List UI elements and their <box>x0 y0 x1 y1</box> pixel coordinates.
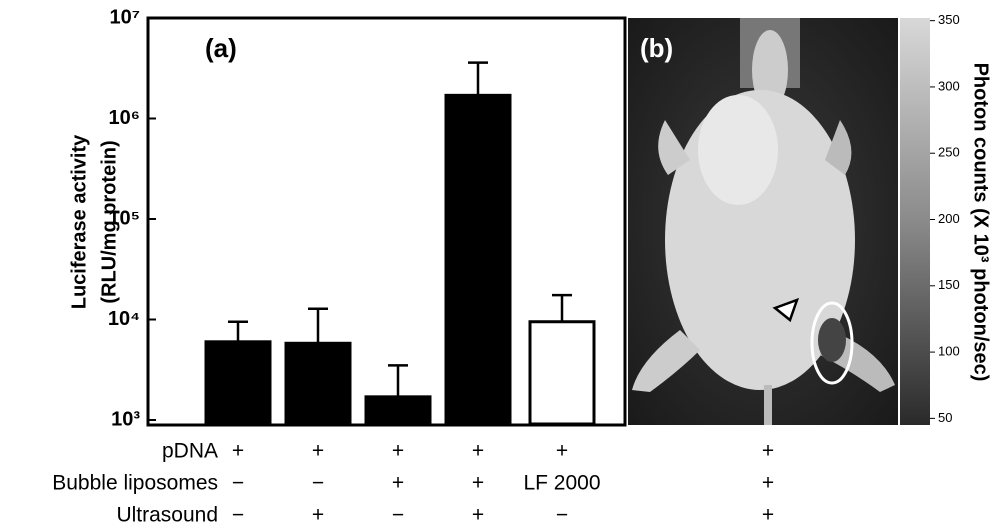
colorbar-tick-label: 200 <box>938 211 960 226</box>
y-label: Luciferase activity <box>68 134 90 309</box>
condition-mark: + <box>472 472 484 495</box>
condition-mark: + <box>472 504 484 527</box>
condition-mark: LF 2000 <box>523 472 600 495</box>
condition-label: pDNA <box>162 440 218 463</box>
y-tick-label: 10⁵ <box>108 207 140 229</box>
colorbar-label: Photon counts (X 10³ photon/sec) <box>970 63 992 382</box>
condition-mark: + <box>312 504 324 527</box>
colorbar-tick-label: 100 <box>938 344 960 359</box>
colorbar-tick-label: 150 <box>938 277 960 292</box>
y-tick-label: 10⁶ <box>109 107 140 129</box>
colorbar-tick-label: 350 <box>938 12 960 27</box>
colorbar-tick-label: 50 <box>938 410 952 425</box>
condition-mark: + <box>762 504 774 527</box>
condition-mark: + <box>312 440 324 463</box>
bar <box>284 341 352 426</box>
panel-label: (a) <box>205 33 237 63</box>
condition-mark: − <box>556 504 568 527</box>
condition-mark: + <box>556 440 568 463</box>
bar <box>204 340 272 426</box>
y-tick-label: 10⁷ <box>110 6 141 28</box>
condition-mark: + <box>762 472 774 495</box>
panel-label: (b) <box>640 33 673 63</box>
mouse-image <box>628 18 898 425</box>
condition-mark: − <box>392 504 404 527</box>
y-label: (RLU/mg protein) <box>98 140 120 303</box>
y-tick-label: 10⁴ <box>108 308 140 330</box>
condition-mark: + <box>762 440 774 463</box>
condition-mark: + <box>472 440 484 463</box>
colorbar-tick-label: 250 <box>938 145 960 160</box>
bar <box>364 395 432 426</box>
bar <box>528 320 596 426</box>
condition-mark: + <box>392 472 404 495</box>
condition-mark: − <box>232 504 244 527</box>
colorbar-tick-label: 300 <box>938 78 960 93</box>
condition-mark: + <box>392 440 404 463</box>
condition-mark: + <box>232 440 244 463</box>
condition-mark: − <box>312 472 324 495</box>
colorbar <box>900 18 930 425</box>
condition-mark: − <box>232 472 244 495</box>
condition-label: Bubble liposomes <box>52 472 218 495</box>
bar <box>444 93 512 426</box>
condition-label: Ultrasound <box>116 504 218 527</box>
y-tick-label: 10³ <box>111 408 140 430</box>
